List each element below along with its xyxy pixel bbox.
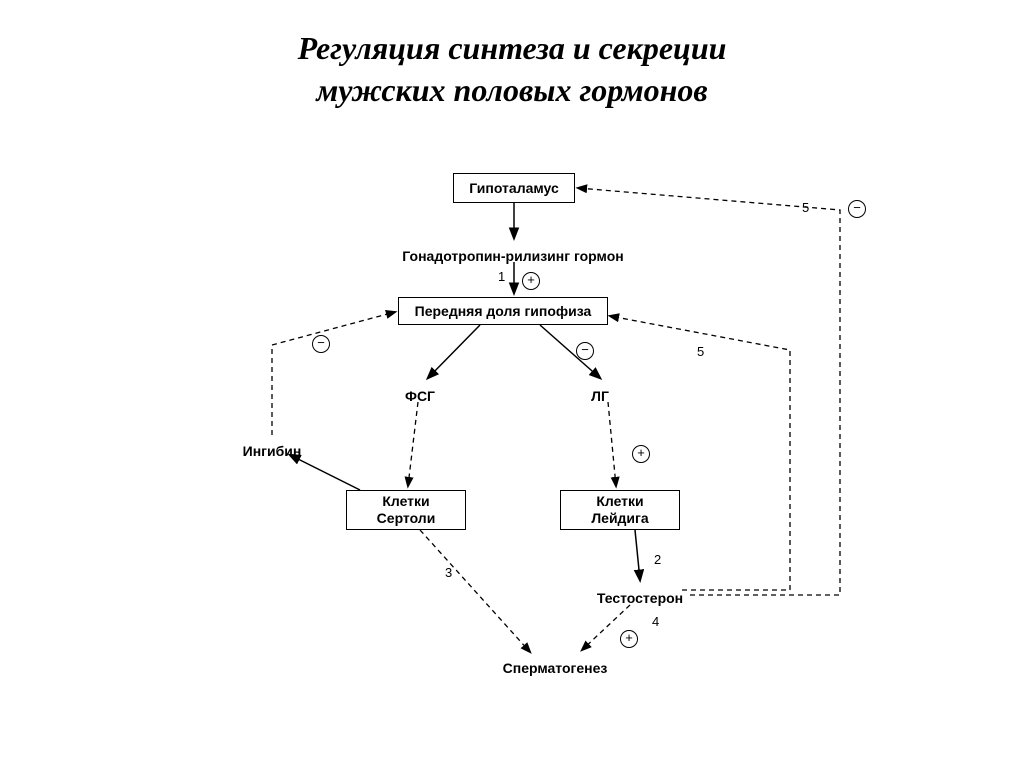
- edge-num-1: 1: [498, 269, 505, 284]
- sign-plus-1: +: [522, 272, 540, 290]
- node-sertoli: Клетки Сертоли: [346, 490, 466, 530]
- edge-num-4: 4: [652, 614, 659, 629]
- node-hypothalamus-label: Гипоталамус: [469, 180, 559, 197]
- sign-minus-5b: −: [848, 200, 866, 218]
- edges-svg: [0, 0, 1024, 767]
- node-pituitary-label: Передняя доля гипофиза: [415, 303, 592, 320]
- node-spermatogenesis: Сперматогенез: [503, 660, 608, 676]
- node-inhibin: Ингибин: [243, 443, 302, 459]
- edge-num-3: 3: [445, 565, 452, 580]
- node-pituitary: Передняя доля гипофиза: [398, 297, 608, 325]
- sign-minus-inhibin: −: [312, 335, 330, 353]
- edge-num-5b: 5: [802, 200, 809, 215]
- flowchart: Гипоталамус Передняя доля гипофиза Клетк…: [0, 0, 1024, 767]
- node-leydig-label: Клетки Лейдига: [591, 493, 648, 527]
- node-hypothalamus: Гипоталамус: [453, 173, 575, 203]
- node-fsh: ФСГ: [405, 388, 435, 404]
- edge-num-5a: 5: [697, 344, 704, 359]
- node-testosterone: Тестостерон: [597, 590, 683, 606]
- node-sertoli-label: Клетки Сертоли: [377, 493, 436, 527]
- node-lh: ЛГ: [591, 388, 609, 404]
- node-leydig: Клетки Лейдига: [560, 490, 680, 530]
- edge-num-2: 2: [654, 552, 661, 567]
- sign-plus-4: +: [620, 630, 638, 648]
- sign-plus-lh: +: [632, 445, 650, 463]
- sign-minus-5a: −: [576, 342, 594, 360]
- node-gnrh: Гонадотропин-рилизинг гормон: [402, 248, 623, 264]
